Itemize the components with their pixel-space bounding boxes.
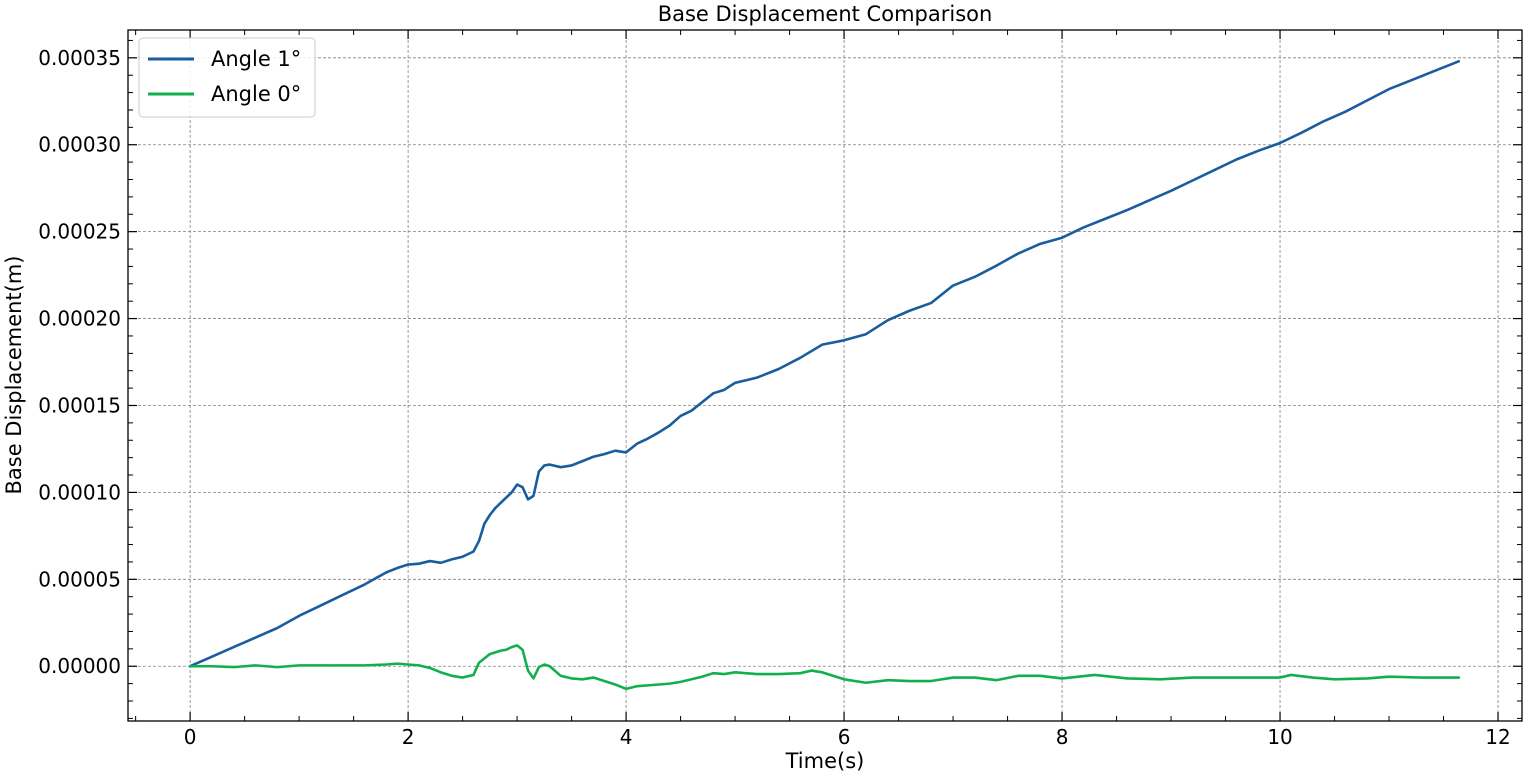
x-axis-label: Time(s): [785, 749, 865, 773]
x-tick-label: 4: [620, 725, 633, 749]
y-tick-label: 0.00030: [38, 133, 121, 157]
x-tick-label: 10: [1267, 725, 1292, 749]
plot-frame: [127, 29, 1523, 722]
y-tick-label: 0.00010: [38, 480, 121, 504]
legend-label-angle-1: Angle 1°: [211, 47, 301, 71]
ticks: [128, 30, 1522, 721]
y-tick-label: 0.00020: [38, 307, 121, 331]
x-tick-label: 8: [1056, 725, 1069, 749]
y-tick-label: 0.00035: [38, 46, 121, 70]
series-line-angle-0: [188, 644, 1461, 691]
series-line-angle-1: [188, 59, 1461, 668]
chart-title: Base Displacement Comparison: [658, 2, 993, 26]
grid: [128, 30, 1522, 721]
x-tick-label: 2: [402, 725, 415, 749]
x-tick-label: 0: [184, 725, 197, 749]
y-tick-label: 0.00000: [38, 654, 121, 678]
y-tick-label: 0.00005: [38, 567, 121, 591]
series-group: [188, 59, 1461, 691]
y-tick-label: 0.00025: [38, 220, 121, 244]
y-tick-label: 0.00015: [38, 393, 121, 417]
x-tick-label: 6: [838, 725, 851, 749]
legend-label-angle-0: Angle 0°: [211, 82, 301, 106]
x-tick-label: 12: [1485, 725, 1510, 749]
legend: Angle 1° Angle 0°: [138, 37, 316, 118]
tick-labels: 0 2 4 6 8 10 12 0.00000 0.00005 0.00010 0.00015 0.0…: [38, 46, 1510, 749]
y-axis-label: Base Displacement(m): [2, 255, 26, 494]
